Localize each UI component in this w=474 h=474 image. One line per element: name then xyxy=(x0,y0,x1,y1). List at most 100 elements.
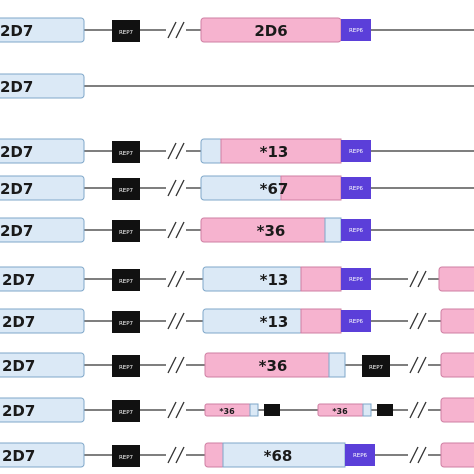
cyp2d7-box xyxy=(0,138,85,164)
rep7-label: REP7 xyxy=(119,365,134,371)
haplotype-row-3: 2D7 REP7 *13 REP6 xyxy=(0,138,474,164)
small-rep-box xyxy=(377,404,393,416)
haplotype-row-1: 2D7 REP7 2D6 REP6 xyxy=(0,17,474,43)
haplotype-row-8: 2D7 REP7 *36 REP7 xyxy=(0,352,474,378)
hybrid-gene-blue-part xyxy=(200,138,224,164)
hybrid-gene-pink-part xyxy=(300,266,342,292)
hybrid-gene-pink-part xyxy=(220,138,342,164)
rep7-label: REP7 xyxy=(119,30,134,36)
rep7-box xyxy=(112,20,140,42)
hybrid-gene-label: *36 xyxy=(257,222,286,240)
haplotype-row-9: 2D7 REP7 *36 *36 xyxy=(0,397,474,423)
break-mark xyxy=(166,445,186,465)
rep7-box xyxy=(112,311,140,333)
rep7-box xyxy=(112,355,140,377)
rep6-label: REP6 xyxy=(349,277,364,283)
downstream-gene-box xyxy=(440,308,474,334)
break-mark xyxy=(166,311,186,331)
break-mark xyxy=(166,220,186,240)
rep7-box xyxy=(112,178,140,200)
small-gene-label: *36 xyxy=(219,407,235,416)
hybrid-gene-label: *67 xyxy=(260,180,289,198)
downstream-gene-box xyxy=(440,352,474,378)
cyp2d7-box xyxy=(0,308,85,334)
break-mark xyxy=(408,311,428,331)
downstream-gene-box xyxy=(440,397,474,423)
hybrid-gene-label: *13 xyxy=(260,143,289,161)
cyp2d7-label: 2D7 xyxy=(0,180,33,198)
rep6-box xyxy=(341,219,371,241)
cyp2d7-box xyxy=(0,352,85,378)
rep7-box xyxy=(112,141,140,163)
hybrid-gene-blue-part xyxy=(324,217,342,243)
cyp2d7-label: 2D7 xyxy=(2,271,35,289)
cyp2d7-label: 2D7 xyxy=(2,357,35,375)
rep6-box xyxy=(341,268,371,290)
cyp2d7-label: 2D7 xyxy=(0,22,33,40)
hybrid-gene-pink-part xyxy=(280,175,342,201)
rep6-box xyxy=(341,19,371,41)
cyp2d7-box xyxy=(0,442,85,468)
break-mark xyxy=(166,269,186,289)
hybrid-gene-label: *13 xyxy=(260,313,289,331)
hybrid-gene-pink-part xyxy=(300,308,342,334)
downstream-gene-box xyxy=(440,442,474,468)
small-rep-box xyxy=(264,404,280,416)
break-mark xyxy=(166,400,186,420)
small-hybrid-gene-blue-part xyxy=(362,403,372,417)
cyp2d6-label: 2D6 xyxy=(254,22,287,40)
small-hybrid-gene-blue-part xyxy=(249,403,259,417)
haplotype-row-2: 2D7 xyxy=(0,73,474,99)
haplotype-row-7: 2D7 REP7 *13 REP6 xyxy=(0,308,474,334)
rep6-box xyxy=(345,444,375,466)
hybrid-gene-label: *36 xyxy=(259,357,288,375)
hybrid-gene-label: *68 xyxy=(264,447,293,465)
cyp2d7-box xyxy=(0,266,85,292)
hybrid-gene-blue-part xyxy=(222,442,346,468)
break-mark xyxy=(166,20,186,40)
break-mark xyxy=(166,178,186,198)
cyp2d7-label: 2D7 xyxy=(2,402,35,420)
rep6-label: REP6 xyxy=(349,149,364,155)
rep6-box xyxy=(341,310,371,332)
haplotype-row-5: 2D7 REP7 *36 REP6 xyxy=(0,217,474,243)
break-mark xyxy=(408,445,428,465)
cyp2d7-label: 2D7 xyxy=(0,143,33,161)
break-mark xyxy=(408,355,428,375)
cyp2d7-box xyxy=(0,73,85,99)
cyp2d7-label: 2D7 xyxy=(2,447,35,465)
rep7-label: REP7 xyxy=(119,410,134,416)
rep7-label: REP7 xyxy=(119,321,134,327)
cyp2d7-box xyxy=(0,175,85,201)
rep7-box xyxy=(112,269,140,291)
haplotype-row-6: 2D7 REP7 *13 REP6 xyxy=(0,266,474,292)
rep7-label: REP7 xyxy=(119,151,134,157)
haplotype-row-10: 2D7 REP7 *68 REP6 xyxy=(0,442,474,468)
hybrid-gene-label: *13 xyxy=(260,271,289,289)
rep6-box xyxy=(341,140,371,162)
hybrid-gene-blue-part xyxy=(328,352,346,378)
break-mark xyxy=(408,400,428,420)
rep7-label: REP7 xyxy=(119,188,134,194)
cyp2d7-box xyxy=(0,17,85,43)
break-mark xyxy=(408,269,428,289)
rep7-box xyxy=(112,445,140,467)
rep6-label: REP6 xyxy=(353,453,368,459)
rep6-box xyxy=(341,177,371,199)
rep7-box xyxy=(112,220,140,242)
rep6-label: REP6 xyxy=(349,186,364,192)
cyp2d7-box xyxy=(0,397,85,423)
rep7-label: REP7 xyxy=(369,365,384,371)
hybrid-gene-pink-part xyxy=(204,442,226,468)
cyp2d7-label: 2D7 xyxy=(0,222,33,240)
rep6-label: REP6 xyxy=(349,28,364,34)
haplotype-row-4: 2D7 REP7 *67 REP6 xyxy=(0,175,474,201)
rep7-label: REP7 xyxy=(119,230,134,236)
rep7-label: REP7 xyxy=(119,455,134,461)
small-gene-label: *36 xyxy=(332,407,348,416)
break-mark xyxy=(166,355,186,375)
downstream-gene-box xyxy=(438,266,474,292)
rep7-box xyxy=(112,400,140,422)
cyp2d7-label: 2D7 xyxy=(0,78,33,96)
